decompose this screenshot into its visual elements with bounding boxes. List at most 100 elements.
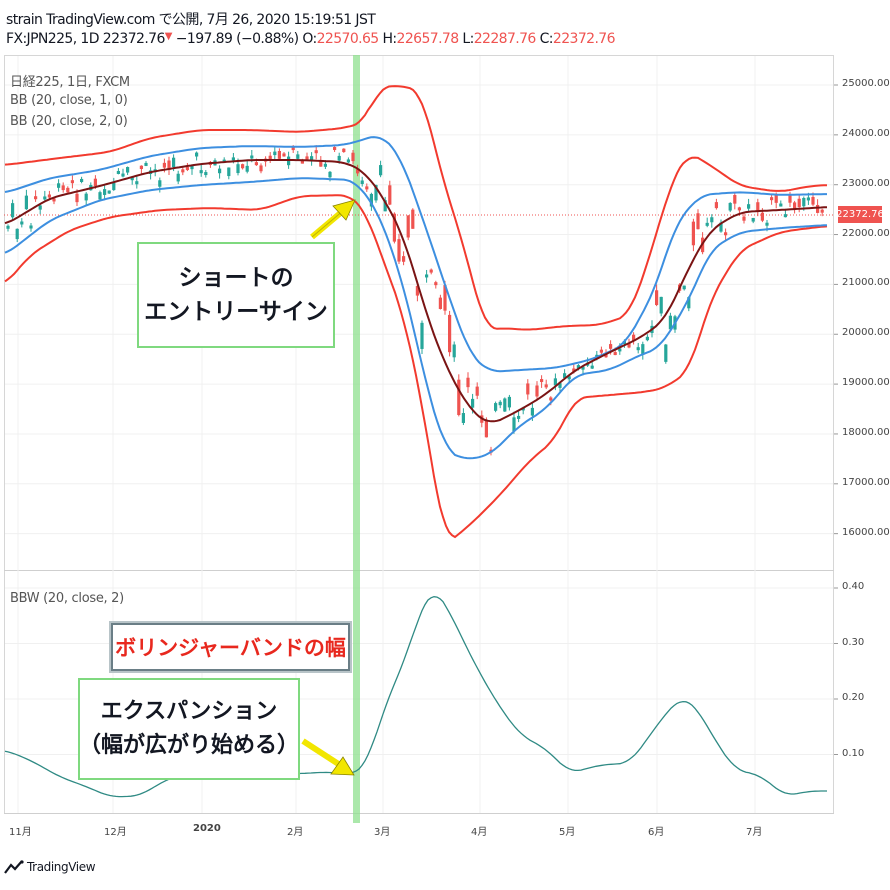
candle-body (576, 365, 580, 369)
candle-body (121, 173, 125, 177)
candle-body (558, 383, 562, 388)
legend-bbw[interactable]: BBW (20, close, 2) (10, 591, 124, 606)
price-tick-label: 18000.00 (842, 426, 890, 438)
expansion-line1: エクスパンション (100, 699, 278, 724)
candle-body (52, 198, 56, 202)
candle-body (452, 344, 456, 358)
legend-bb2[interactable]: BB (20, close, 2, 0) (10, 114, 128, 129)
entry-highlight-line (353, 55, 360, 823)
tradingview-brand: TradingView (27, 860, 96, 874)
candle-body (816, 204, 820, 213)
arrow-expansion-icon (301, 738, 355, 776)
candle-body (296, 154, 300, 159)
candle-body (356, 169, 360, 174)
candle-body (314, 150, 318, 154)
candle-body (227, 167, 231, 177)
price-tick-label: 20000.00 (842, 327, 890, 339)
open-value: 22570.65 (316, 31, 380, 47)
candle-body (632, 334, 636, 342)
candle-body (530, 407, 534, 416)
candle-body (319, 161, 323, 167)
candle-body (627, 342, 631, 348)
candle-body (346, 159, 350, 163)
candle-body (581, 366, 585, 370)
candle-body (484, 420, 488, 438)
candle-body (664, 344, 668, 362)
candle-body (507, 396, 511, 408)
candle-body (742, 216, 746, 221)
open-label: O: (302, 31, 317, 47)
time-tick-label: 4月 (471, 827, 488, 838)
candle-body (231, 157, 235, 161)
candle-body (20, 221, 24, 225)
candle-body (402, 256, 406, 262)
candle-body (333, 147, 337, 151)
candle-body (379, 165, 383, 176)
arrow-entry-icon (310, 199, 356, 240)
candle-body (337, 155, 341, 161)
legend-bb1[interactable]: BB (20, close, 1, 0) (10, 93, 128, 108)
price-tick-label: 21000.00 (842, 277, 890, 289)
candle-body (388, 185, 392, 205)
candle-body (645, 336, 649, 341)
candle-body (241, 164, 245, 169)
time-tick-label: 6月 (648, 827, 665, 838)
entry-sign-callout: ショートの エントリーサイン (137, 242, 335, 348)
candle-body (517, 415, 521, 419)
candle-body (659, 296, 663, 314)
price-tick-label: 17000.00 (842, 476, 890, 488)
legend-symbol[interactable]: 日経225, 1日, FXCM (10, 75, 130, 90)
candle-body (783, 214, 787, 218)
candle-body (70, 180, 74, 184)
candle-body (710, 217, 714, 223)
candle-body (158, 180, 162, 187)
candle-body (572, 368, 576, 372)
candle-body (811, 196, 815, 205)
candle-body (544, 384, 548, 388)
expansion-line2: （幅が広がり始める） (79, 733, 300, 758)
candle-body (691, 221, 695, 246)
candle-body (98, 192, 102, 200)
candle-body (11, 203, 15, 218)
candle-body (747, 204, 751, 209)
candle-body (112, 182, 116, 191)
time-tick-label: 7月 (746, 827, 763, 838)
candle-body (190, 165, 194, 170)
candle-body (397, 239, 401, 262)
candle-body (185, 167, 189, 171)
candle-body (549, 397, 553, 401)
candle-body (365, 186, 369, 190)
candle-body (277, 150, 281, 159)
candle-body (130, 176, 134, 181)
candle-body (668, 315, 672, 330)
candle-body (204, 172, 208, 176)
price-tick-label: 25000.00 (842, 78, 890, 89)
candle-body (61, 185, 65, 191)
expansion-callout: エクスパンション （幅が広がり始める） (78, 678, 300, 780)
candle-body (84, 193, 88, 201)
candle-body (369, 193, 373, 207)
candle-body (47, 194, 51, 198)
candle-body (80, 178, 84, 183)
bbw-tick-label: 0.10 (842, 747, 865, 759)
candle-body (609, 344, 613, 349)
price-tick-label: 22000.00 (842, 227, 890, 239)
candles (6, 145, 824, 456)
price-tick-label: 24000.00 (842, 127, 890, 139)
symbol-label: FX:JPN225, 1D (6, 31, 100, 47)
candle-body (461, 413, 465, 423)
candle-body (254, 162, 258, 166)
candle-body (770, 197, 774, 201)
candle-body (6, 225, 10, 229)
candle-body (305, 156, 309, 160)
candle-body (540, 379, 544, 383)
candle-body (172, 157, 176, 168)
candle-body (779, 203, 783, 207)
candle-body (793, 202, 797, 210)
candle-body (411, 209, 415, 229)
candle-body (181, 169, 185, 173)
candle-body (34, 196, 38, 200)
tradingview-logo[interactable]: TradingView (4, 860, 96, 874)
candle-body (765, 222, 769, 226)
